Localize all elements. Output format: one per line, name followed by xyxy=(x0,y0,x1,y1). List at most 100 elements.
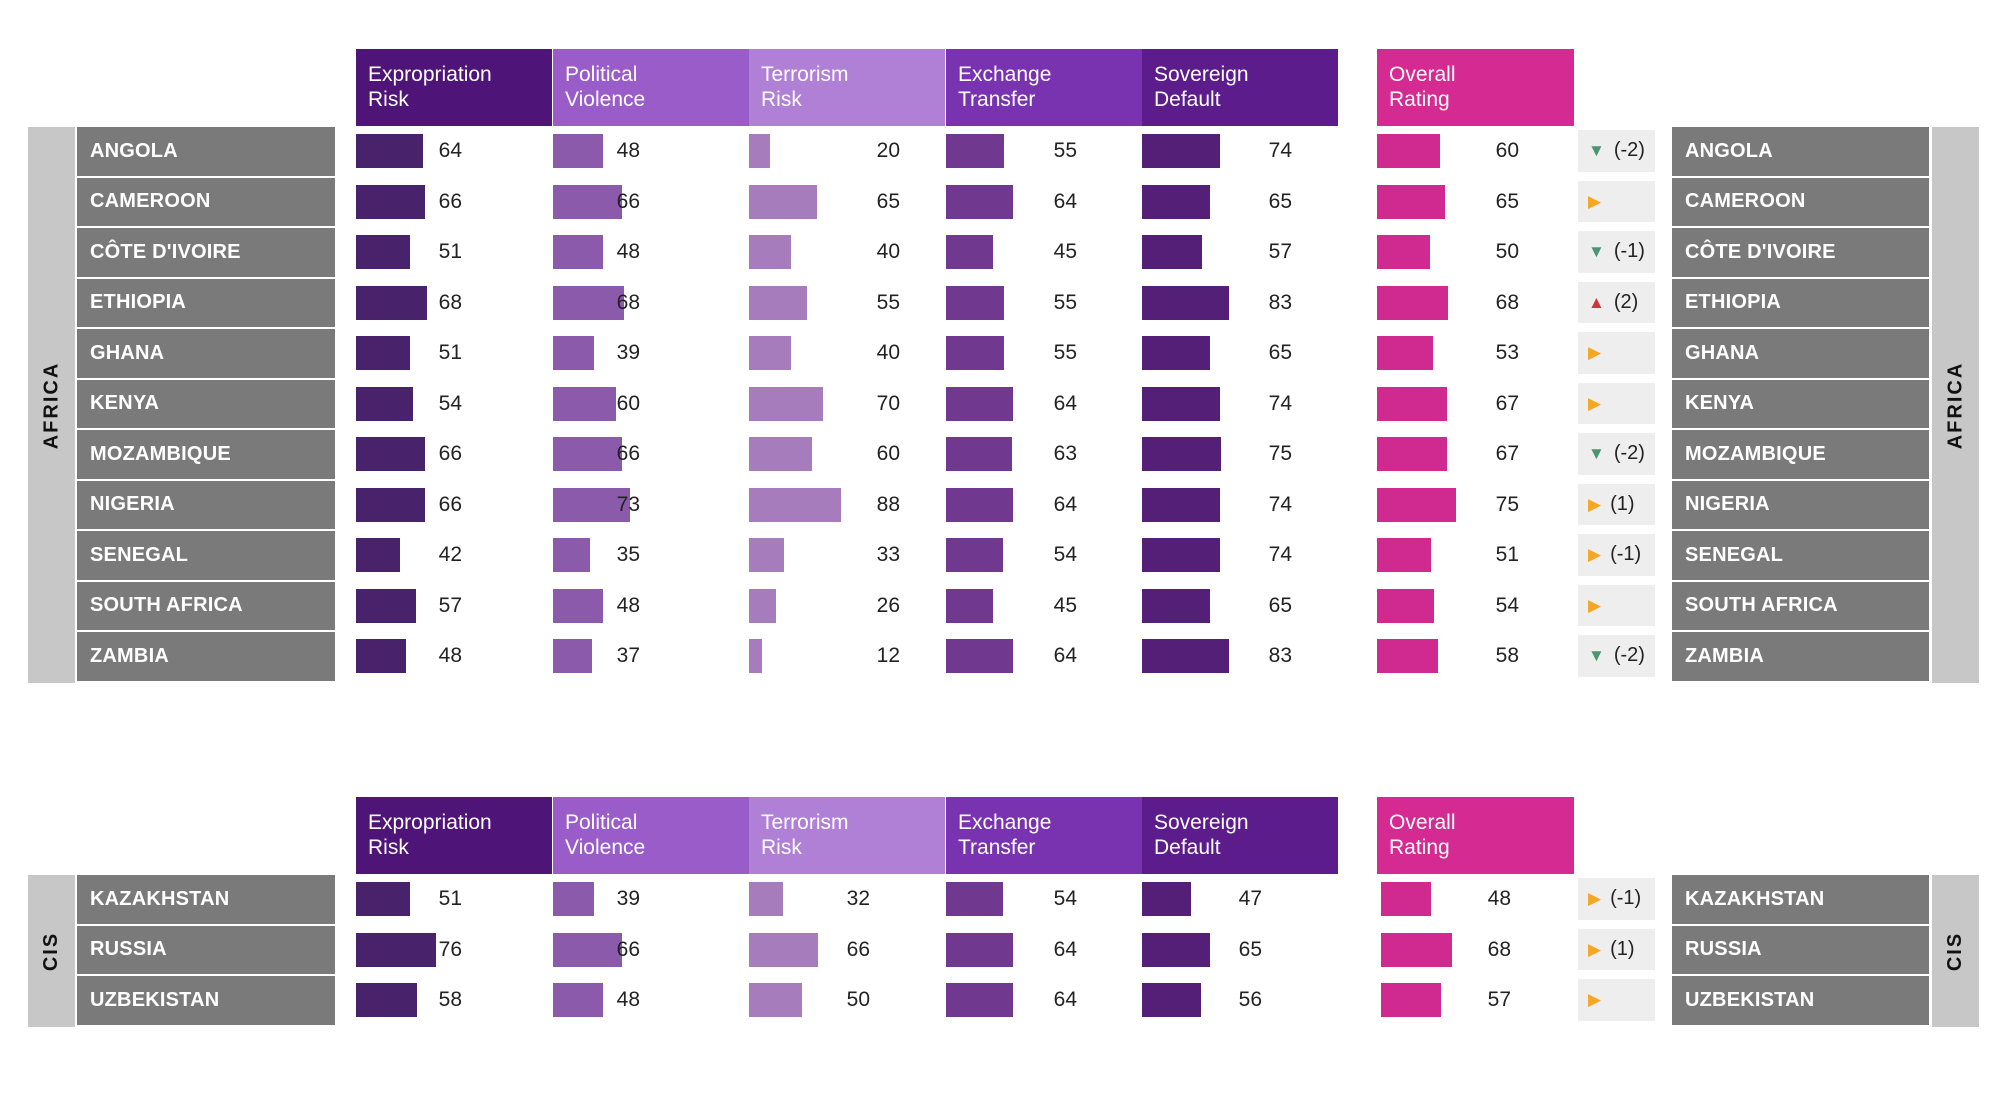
country-name-left: SOUTH AFRICA xyxy=(77,581,335,630)
column-header: Expropriation Risk xyxy=(356,49,552,126)
column-header: Terrorism Risk xyxy=(749,49,945,126)
bar-5 xyxy=(1381,932,1452,967)
value-label: 32 xyxy=(846,887,870,910)
bar-1 xyxy=(553,184,622,219)
country-name-left: CÔTE D'IVOIRE xyxy=(77,228,335,277)
rating-change: ▼ (-2) xyxy=(1578,130,1655,172)
value-label: 33 xyxy=(876,543,900,566)
country-name-right: MOZAMBIQUE xyxy=(1672,430,1929,479)
rating-change-text: (1) xyxy=(1610,937,1635,960)
value-label: 64 xyxy=(1053,189,1077,213)
value-label: 48 xyxy=(1487,887,1511,910)
bar-1 xyxy=(553,235,603,270)
bar-2 xyxy=(749,285,807,320)
country-name-left: UZBEKISTAN xyxy=(77,976,335,1025)
value-label: 65 xyxy=(1238,937,1262,961)
bar-3 xyxy=(946,882,1003,917)
value-label: 48 xyxy=(616,593,640,617)
bar-4 xyxy=(1142,983,1201,1018)
value-label: 64 xyxy=(1053,644,1077,667)
value-label: 39 xyxy=(616,341,640,364)
value-label: 74 xyxy=(1268,139,1292,162)
value-label: 26 xyxy=(876,593,900,617)
rating-change: ▶ xyxy=(1578,180,1655,222)
rating-change: ▶ xyxy=(1578,382,1655,424)
column-header: Overall Rating xyxy=(1377,797,1574,874)
value-label: 74 xyxy=(1268,543,1292,566)
bar-4 xyxy=(1142,386,1220,421)
bar-0 xyxy=(356,639,406,674)
value-label: 70 xyxy=(876,391,900,415)
bar-4 xyxy=(1142,437,1221,472)
bar-3 xyxy=(946,437,1012,472)
bar-1 xyxy=(553,437,622,472)
bar-1 xyxy=(553,983,603,1018)
value-label: 60 xyxy=(616,391,640,415)
bar-0 xyxy=(356,235,410,270)
bar-5 xyxy=(1381,882,1431,917)
value-label: 65 xyxy=(1268,341,1292,364)
value-label: 66 xyxy=(616,937,640,961)
value-label: 75 xyxy=(1268,442,1292,465)
trend-flat-icon: ▶ xyxy=(1588,990,1602,1010)
bar-3 xyxy=(946,184,1013,219)
rating-change: ▲ (2) xyxy=(1578,281,1655,323)
bar-3 xyxy=(946,487,1013,522)
bar-5 xyxy=(1377,437,1447,472)
bar-3 xyxy=(946,386,1013,421)
bar-3 xyxy=(946,285,1004,320)
value-label: 58 xyxy=(438,988,462,1011)
country-name-left: KAZAKHSTAN xyxy=(77,875,335,924)
bar-2 xyxy=(749,184,817,219)
value-label: 66 xyxy=(438,442,462,465)
region-label-left: AFRICA xyxy=(28,127,75,683)
region-name: CIS xyxy=(1944,931,1966,971)
value-label: 68 xyxy=(1487,937,1511,961)
bar-5 xyxy=(1377,184,1445,219)
bar-0 xyxy=(356,285,427,320)
column-header: Sovereign Default xyxy=(1142,49,1338,126)
country-name-left: ZAMBIA xyxy=(77,632,335,681)
value-label: 64 xyxy=(438,139,462,162)
bar-3 xyxy=(946,932,1013,967)
bar-2 xyxy=(749,336,791,371)
value-label: 58 xyxy=(1495,644,1519,667)
value-label: 68 xyxy=(1495,290,1519,314)
bar-4 xyxy=(1142,882,1191,917)
value-label: 83 xyxy=(1268,290,1292,314)
trend-down-icon: ▼ xyxy=(1588,242,1605,262)
country-name-right: CAMEROON xyxy=(1672,177,1929,226)
rating-change-text: (-2) xyxy=(1613,644,1645,667)
rating-change: ▶ xyxy=(1578,332,1655,374)
value-label: 75 xyxy=(1495,492,1519,516)
value-label: 55 xyxy=(1053,290,1077,314)
bar-3 xyxy=(946,235,993,270)
rating-change-text: (-2) xyxy=(1613,139,1645,162)
bar-2 xyxy=(749,134,770,169)
value-label: 74 xyxy=(1268,391,1292,415)
value-label: 83 xyxy=(1268,644,1292,667)
bar-2 xyxy=(749,983,802,1018)
country-name-left: GHANA xyxy=(77,329,335,378)
value-label: 55 xyxy=(1053,341,1077,364)
value-label: 42 xyxy=(438,543,462,566)
value-label: 73 xyxy=(616,492,640,516)
column-header: Overall Rating xyxy=(1377,49,1574,126)
value-label: 20 xyxy=(876,139,900,162)
rating-change-text: (2) xyxy=(1613,290,1639,313)
bar-4 xyxy=(1142,932,1210,967)
trend-flat-icon: ▶ xyxy=(1588,393,1602,413)
country-name-right: KENYA xyxy=(1672,379,1929,428)
value-label: 51 xyxy=(438,240,462,263)
bar-5 xyxy=(1377,487,1456,522)
rating-change-text: (-2) xyxy=(1613,442,1645,465)
country-name-right: NIGERIA xyxy=(1672,480,1929,529)
bar-2 xyxy=(749,588,776,623)
value-label: 66 xyxy=(438,189,462,213)
bar-0 xyxy=(356,882,410,917)
bar-1 xyxy=(553,538,590,573)
rating-change: ▶ (-1) xyxy=(1578,878,1655,920)
country-name-left: SENEGAL xyxy=(77,531,335,580)
value-label: 74 xyxy=(1268,492,1292,516)
bar-5 xyxy=(1377,538,1431,573)
